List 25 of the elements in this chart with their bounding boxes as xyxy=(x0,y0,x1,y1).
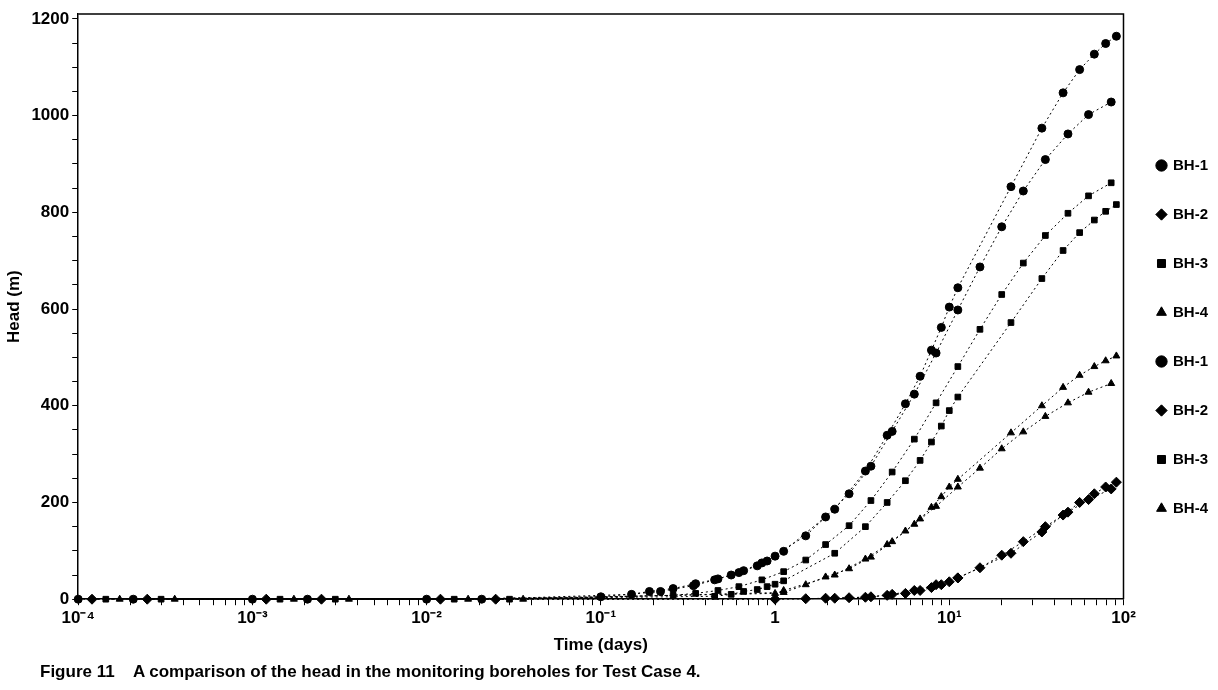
x-tick-label: 10⁻¹ xyxy=(585,608,617,628)
x-tick-label: 10⁻⁴ xyxy=(61,608,95,628)
x-tick-label: 10⁻³ xyxy=(237,608,269,628)
y-tick-label: 1200 xyxy=(31,8,70,28)
legend-label: BH-4 xyxy=(1173,498,1209,516)
y-tick-label: 0 xyxy=(59,588,70,608)
y-tick-label: 400 xyxy=(40,395,70,415)
y-tick-label: 1000 xyxy=(31,105,70,125)
legend-label: BH-3 xyxy=(1173,253,1209,271)
legend-label: BH-3 xyxy=(1173,449,1209,467)
y-tick-label: 600 xyxy=(40,298,70,318)
legend-label: BH-2 xyxy=(1173,204,1209,222)
legend-label: BH-1 xyxy=(1173,351,1209,369)
x-tick-label: 10⁻² xyxy=(411,608,443,628)
y-axis-title: Head (m) xyxy=(3,270,23,343)
x-tick-label: 1 xyxy=(770,608,780,628)
legend-label: BH-4 xyxy=(1173,302,1209,320)
x-tick-label: 10² xyxy=(1111,608,1137,628)
y-tick-label: 800 xyxy=(40,201,70,221)
x-axis-title: Time (days) xyxy=(553,635,648,655)
legend-label: BH-2 xyxy=(1173,400,1209,418)
x-tick-label: 10¹ xyxy=(937,608,962,628)
legend-label: BH-1 xyxy=(1173,155,1209,173)
y-tick-label: 200 xyxy=(40,492,70,512)
caption: Figure 11 A comparison of the head in the monitoring boreholes for Test Case 4. xyxy=(40,662,702,682)
